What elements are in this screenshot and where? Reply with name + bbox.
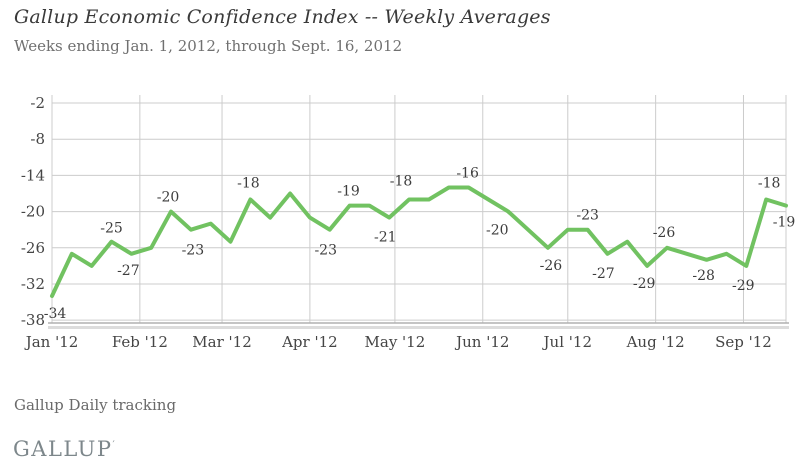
y-tick-labels: -2 -8 -14 -20 -26 -32 -38 (21, 94, 45, 329)
point-label: -29 (732, 278, 755, 294)
x-tick-label: Sep '12 (715, 333, 772, 351)
chart-svg: -2 -8 -14 -20 -26 -32 -38 Jan '12 Feb '12 Mar '12… (21, 94, 796, 351)
point-label: -21 (374, 230, 397, 246)
x-tick-label: Mar '12 (192, 333, 251, 351)
y-tick-label: -38 (21, 311, 45, 329)
point-label: -26 (540, 258, 563, 274)
gallup-logo: GALLUP′ (13, 437, 115, 461)
x-tick-label: Jul '12 (542, 333, 592, 351)
point-label: -19 (773, 215, 796, 231)
point-label: -18 (758, 176, 781, 192)
x-tick-label: Jan '12 (24, 333, 79, 351)
point-label: -16 (456, 165, 479, 181)
source-note: Gallup Daily tracking (14, 396, 177, 414)
point-label: -27 (117, 263, 140, 279)
x-tick-label: Feb '12 (112, 333, 168, 351)
x-tick-labels: Jan '12 Feb '12 Mar '12 Apr '12 May '12 Jun '… (24, 333, 772, 351)
point-label: -20 (157, 190, 180, 206)
trademark-icon: ′ (112, 440, 115, 451)
chart-subtitle: Weeks ending Jan. 1, 2012, through Sept.… (14, 37, 403, 55)
point-label: -18 (237, 176, 260, 192)
point-label: -23 (576, 208, 599, 224)
data-line (50, 185, 788, 298)
y-tick-label: -8 (30, 130, 45, 148)
x-tick-label: Apr '12 (281, 333, 338, 351)
point-label: -26 (653, 225, 676, 241)
point-label: -19 (337, 184, 360, 200)
point-label: -18 (390, 174, 413, 190)
point-label: -23 (314, 243, 337, 259)
x-tick-label: May '12 (365, 333, 426, 351)
point-label: -20 (486, 223, 509, 239)
point-label: -34 (44, 306, 67, 322)
point-label: -23 (182, 243, 205, 259)
line-chart: -2 -8 -14 -20 -26 -32 -38 Jan '12 Feb '12 Mar '12… (0, 85, 800, 385)
y-tick-label: -20 (21, 203, 45, 221)
point-label: -28 (692, 268, 715, 284)
y-tick-label: -2 (30, 94, 45, 112)
x-tick-label: Aug '12 (626, 333, 685, 351)
x-tick-label: Jun '12 (454, 333, 509, 351)
point-label: -27 (592, 266, 615, 282)
point-label: -29 (633, 276, 656, 292)
chart-title: Gallup Economic Confidence Index -- Week… (14, 6, 551, 28)
y-tick-label: -32 (21, 275, 45, 293)
gallup-wordmark: GALLUP (13, 437, 113, 461)
point-labels: -34 -25 -27 -20 -23 -18 -23 -19 -21 -18 -16 -20 -26 -… (44, 165, 796, 322)
y-tick-label: -14 (21, 166, 45, 184)
y-tick-label: -26 (21, 239, 45, 257)
point-label: -25 (100, 221, 123, 237)
gridlines (51, 95, 787, 323)
